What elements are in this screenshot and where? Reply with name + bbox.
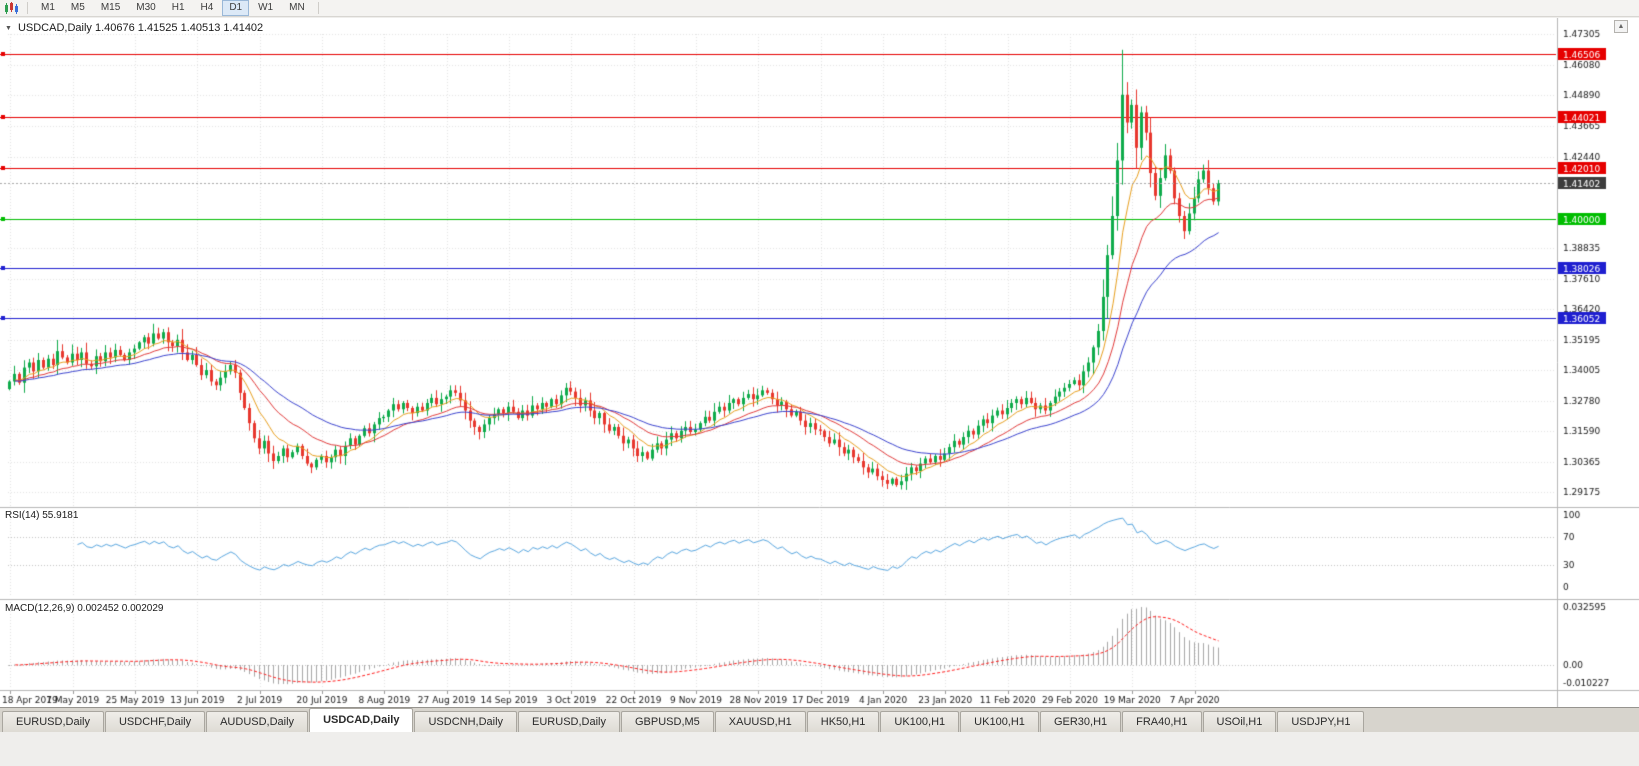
chart-title: USDCAD,Daily 1.40676 1.41525 1.40513 1.4… [17, 22, 264, 34]
timeframe-button-w1[interactable]: W1 [258, 2, 274, 13]
toolbar: M1 M5 M15 M30 H1 H4 D1 W1 MN [0, 0, 1639, 17]
chart-tab-usoil-h1[interactable]: USOil,H1 [1202, 711, 1277, 732]
scroll-up-button[interactable]: ▲ [1614, 20, 1628, 33]
chart-window: ▼ USDCAD,Daily 1.40676 1.41525 1.40513 1… [0, 18, 1639, 707]
chart-tab-gbpusd-m5[interactable]: GBPUSD,M5 [621, 711, 714, 732]
chart-tab-eurusd-daily[interactable]: EURUSD,Daily [518, 711, 620, 732]
chart-tab-hk50-h1[interactable]: HK50,H1 [806, 711, 880, 732]
chart-tab-ger30-h1[interactable]: GER30,H1 [1039, 711, 1122, 732]
timeframe-button-h1[interactable]: H1 [171, 2, 185, 13]
chart-title-bar: ▼ USDCAD,Daily 1.40676 1.41525 1.40513 1… [5, 22, 263, 34]
chart-tab-uk100-h1[interactable]: UK100,H1 [960, 711, 1039, 732]
timeframe-button-m30[interactable]: M30 [136, 2, 156, 13]
timeframe-button-d1[interactable]: D1 [222, 0, 250, 16]
toolbar-separator [317, 2, 319, 14]
chart-tab-eurusd-daily[interactable]: EURUSD,Daily [2, 711, 104, 732]
collapse-chart-icon[interactable]: ▼ [5, 24, 12, 32]
price-chart-canvas[interactable] [0, 18, 1639, 707]
rsi-indicator-label: RSI(14) 55.9181 [5, 510, 79, 521]
chart-tab-bar: EURUSD,Daily USDCHF,Daily AUDUSD,Daily USDC… [0, 707, 1639, 732]
chart-tab-usdcad-daily[interactable]: USDCAD,Daily [309, 708, 414, 732]
scroll-up-icon: ▲ [1617, 23, 1625, 30]
chart-tab-xauusd-h1[interactable]: XAUUSD,H1 [714, 711, 806, 732]
chart-tab-usdcnh-daily[interactable]: USDCNH,Daily [414, 711, 518, 732]
chart-tab-usdchf-daily[interactable]: USDCHF,Daily [104, 711, 206, 732]
macd-indicator-label: MACD(12,26,9) 0.002452 0.002029 [5, 603, 164, 614]
chart-tab-uk100-h1[interactable]: UK100,H1 [880, 711, 960, 732]
timeframe-button-m1[interactable]: M1 [41, 2, 55, 13]
toolbar-separator [27, 2, 28, 14]
timeframe-buttons: M1 M5 M15 M30 H1 H4 D1 W1 MN [33, 0, 313, 16]
timeframe-button-h4[interactable]: H4 [200, 2, 214, 13]
chart-tab-usdjpy-h1[interactable]: USDJPY,H1 [1277, 711, 1365, 732]
chart-tab-audusd-daily[interactable]: AUDUSD,Daily [206, 711, 309, 732]
timeframe-button-mn[interactable]: MN [289, 2, 305, 13]
timeframe-button-m5[interactable]: M5 [70, 2, 85, 13]
candlestick-chart-icon[interactable] [3, 1, 19, 15]
timeframe-button-m15[interactable]: M15 [100, 2, 121, 13]
chart-tab-fra40-h1[interactable]: FRA40,H1 [1122, 711, 1202, 732]
